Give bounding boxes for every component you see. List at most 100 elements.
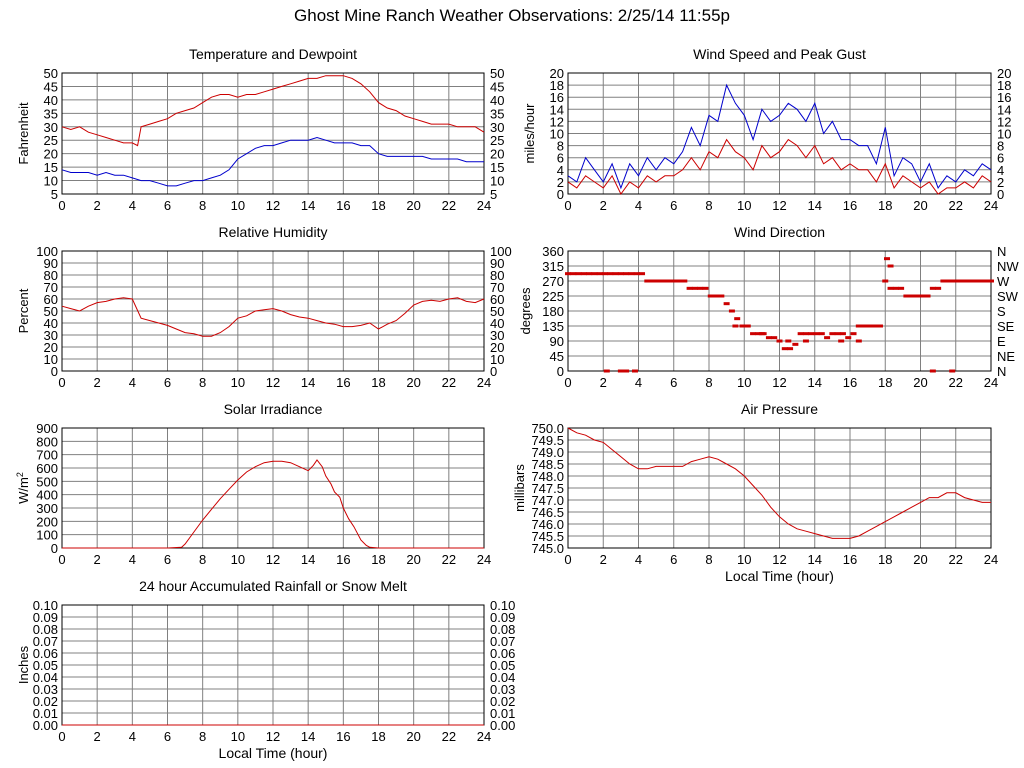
data-point [607, 272, 614, 276]
data-point [935, 286, 942, 290]
x-tick-label: 0 [58, 729, 65, 744]
data-point [871, 324, 878, 328]
data-point [977, 279, 984, 283]
data-point [713, 294, 720, 298]
y-tick-label: 0.06 [33, 646, 58, 661]
right-tick-label: 10 [997, 127, 1011, 142]
right-tick-label: S [997, 304, 1006, 319]
data-point [908, 294, 915, 298]
data-point [612, 272, 619, 276]
y-tick-label: 500 [36, 474, 58, 489]
y-axis-label: Inches [16, 645, 31, 684]
right-tick-label: SW [997, 289, 1019, 304]
y-tick-label: 10 [550, 127, 564, 142]
x-tick-label: 24 [477, 375, 491, 390]
data-point [644, 279, 651, 283]
x-tick-label: 6 [164, 552, 171, 567]
y-tick-label: 30 [44, 328, 58, 343]
y-tick-label: 100 [36, 244, 58, 259]
data-point [966, 279, 973, 283]
data-point [845, 336, 852, 340]
x-tick-label: 4 [129, 729, 136, 744]
series-line [567, 427, 991, 539]
y-tick-label: 30 [44, 120, 58, 135]
data-point [591, 272, 598, 276]
x-tick-label: 4 [129, 198, 136, 213]
right-tick-label: 0.10 [490, 598, 515, 613]
x-tick-label: 12 [772, 552, 786, 567]
series-line [61, 136, 484, 187]
x-tick-label: 4 [635, 375, 642, 390]
series-line [61, 75, 485, 147]
data-point [892, 286, 899, 290]
y-tick-label: 60 [44, 292, 58, 307]
y-tick-label: 0.05 [33, 658, 58, 673]
data-point [665, 279, 672, 283]
y-tick-label: 20 [44, 147, 58, 162]
x-tick-label: 12 [266, 198, 280, 213]
data-point [855, 324, 862, 328]
data-point [686, 286, 693, 290]
plot-frame [567, 427, 992, 549]
x-tick-label: 10 [737, 375, 751, 390]
x-tick-label: 14 [301, 198, 315, 213]
right-tick-label: 45 [490, 79, 504, 94]
y-tick-label: 0 [51, 541, 58, 556]
y-axis-label: Fahrenheit [16, 102, 31, 165]
x-tick-label: 8 [705, 375, 712, 390]
x-tick-label: 22 [442, 198, 456, 213]
data-point [649, 279, 656, 283]
x-tick-label: 0 [58, 198, 65, 213]
data-point [771, 336, 778, 340]
data-point [676, 279, 683, 283]
right-tick-label: 0.01 [490, 706, 515, 721]
data-point [787, 347, 794, 351]
right-tick-label: 35 [490, 106, 504, 121]
y-tick-label: 746.0 [531, 517, 564, 532]
right-tick-label: 0.00 [490, 718, 515, 733]
series-line [567, 83, 992, 190]
x-tick-label: 4 [129, 375, 136, 390]
y-tick-label: 0 [557, 364, 564, 379]
data-point [940, 279, 947, 283]
data-point [929, 286, 936, 290]
y-tick-label: 20 [44, 340, 58, 355]
right-tick-label: W [997, 274, 1010, 289]
x-tick-label: 24 [984, 552, 998, 567]
data-point [654, 279, 661, 283]
y-tick-label: 747.0 [531, 493, 564, 508]
data-point [623, 272, 630, 276]
data-point [617, 369, 624, 373]
y-tick-label: 20 [550, 66, 564, 81]
y-tick-label: 360 [542, 244, 564, 259]
x-tick-label: 16 [336, 375, 350, 390]
x-tick-label: 2 [94, 375, 101, 390]
chart-title: Air Pressure [741, 401, 818, 417]
x-tick-label: 8 [705, 552, 712, 567]
x-tick-label: 18 [371, 198, 385, 213]
right-tick-label: 0 [997, 187, 1004, 202]
x-tick-label: 16 [336, 552, 350, 567]
right-tick-label: 0.05 [490, 658, 515, 673]
x-tick-label: 4 [635, 552, 642, 567]
x-tick-label: 18 [878, 552, 892, 567]
y-tick-label: 16 [550, 90, 564, 105]
y-tick-label: 18 [550, 78, 564, 93]
plot-frame [567, 250, 992, 372]
y-tick-label: 0.01 [33, 706, 58, 721]
x-tick-label: 10 [737, 198, 751, 213]
x-tick-label: 18 [371, 375, 385, 390]
y-tick-label: 180 [542, 304, 564, 319]
y-tick-label: 315 [542, 259, 564, 274]
y-tick-label: 745.5 [531, 529, 564, 544]
x-tick-label: 16 [336, 198, 350, 213]
y-tick-label: 15 [44, 160, 58, 175]
right-tick-label: NW [997, 259, 1019, 274]
x-tick-label: 0 [564, 198, 571, 213]
y-tick-label: 0.08 [33, 622, 58, 637]
data-point [728, 309, 735, 313]
x-tick-label: 24 [477, 729, 491, 744]
right-tick-label: 16 [997, 90, 1011, 105]
